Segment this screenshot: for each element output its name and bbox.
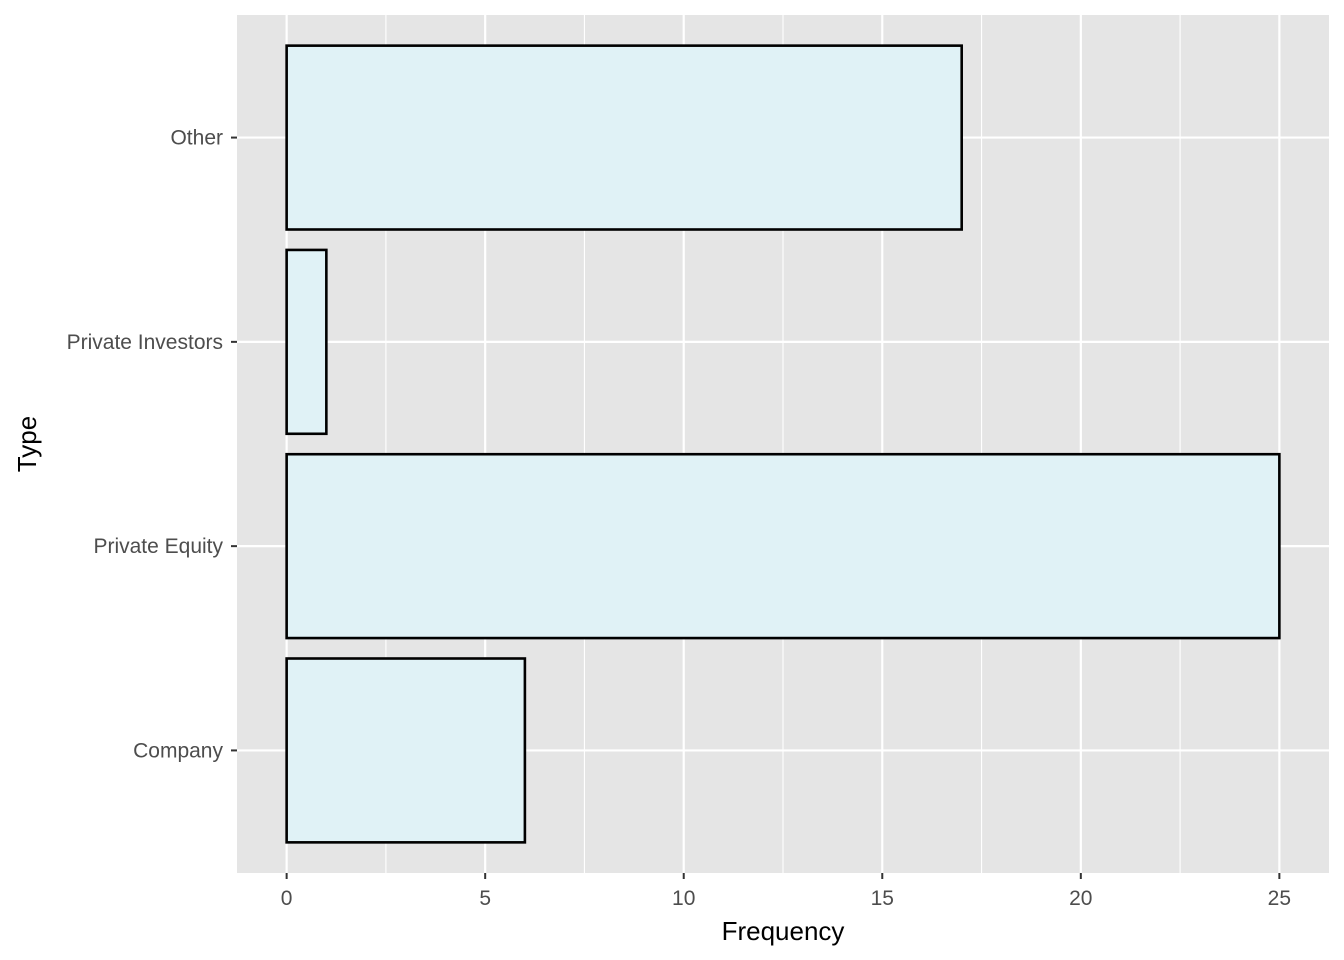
bar-private-equity xyxy=(285,452,1281,640)
y-tick-label: Other xyxy=(170,127,223,150)
x-tick-label: 15 xyxy=(871,887,894,910)
bars xyxy=(285,44,1281,844)
y-tick-label: Private Equity xyxy=(93,535,223,558)
x-tick-label: 5 xyxy=(479,887,491,910)
y-tick-label: Private Investors xyxy=(67,331,223,354)
x-tick-label: 20 xyxy=(1069,887,1092,910)
x-axis-title: Frequency xyxy=(722,916,845,946)
bar-private-investors xyxy=(285,248,328,436)
x-tick-label: 0 xyxy=(281,887,293,910)
y-axis: Company Private Equity Private Investors Ot… xyxy=(67,127,237,762)
x-axis: 0 5 10 15 20 25 xyxy=(281,873,1291,910)
y-tick-label: Company xyxy=(133,739,223,762)
x-tick-label: 10 xyxy=(672,887,695,910)
x-tick-label: 25 xyxy=(1268,887,1291,910)
bar-company xyxy=(285,657,527,844)
bar-other xyxy=(285,44,963,231)
y-axis-title: Type xyxy=(12,416,42,472)
